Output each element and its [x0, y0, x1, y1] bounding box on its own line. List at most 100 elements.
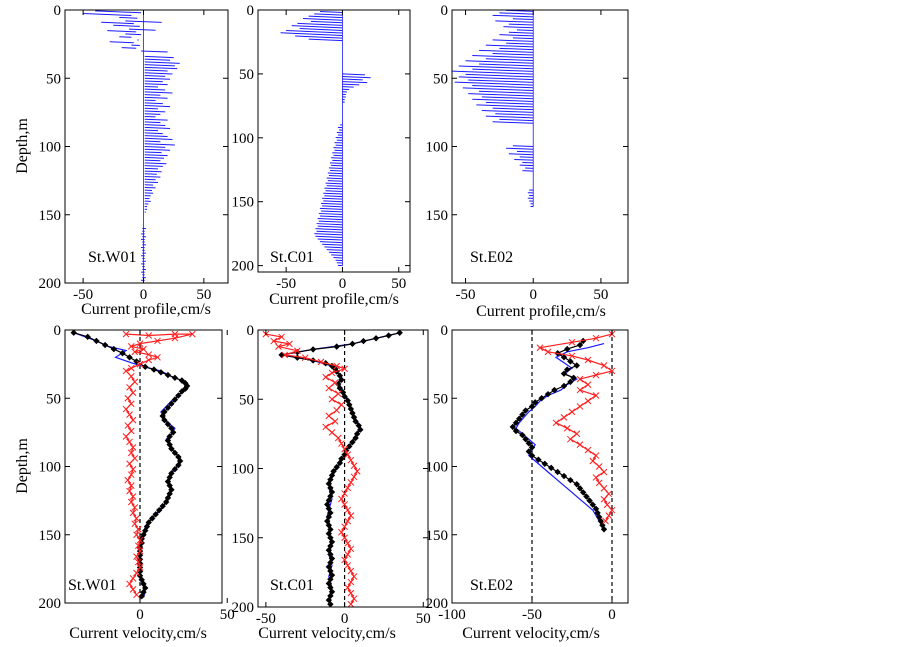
data-point [338, 401, 345, 409]
profile-vector [144, 135, 168, 138]
data-point [136, 360, 144, 368]
data-point [129, 575, 137, 582]
data-point [129, 416, 137, 424]
profile-vector [492, 107, 534, 111]
data-point [286, 340, 293, 348]
profile-vector [508, 23, 534, 26]
data-point [93, 337, 100, 345]
data-point [129, 493, 137, 500]
data-point [309, 346, 317, 353]
profile-vector [325, 190, 343, 192]
data-point [576, 375, 584, 383]
profile-vector [331, 157, 343, 159]
profile-vector [144, 140, 161, 143]
profile-vector [342, 86, 354, 88]
x-tick-label: -100 [438, 607, 466, 623]
data-point [592, 392, 600, 399]
panel-bottom-middle: -50 0 50 0 50 100 150 200 St.C01 Current velocity… [232, 323, 431, 642]
profile-vector [317, 238, 343, 241]
panel-bottom-right: -100 -50 0 0 50 100 150 200 St.E02 Current veloci… [426, 323, 629, 642]
data-point [281, 351, 289, 359]
data-point [600, 495, 608, 503]
profile-vector [325, 182, 343, 185]
profile-vector [144, 137, 173, 140]
data-point [512, 419, 520, 427]
data-point [344, 584, 352, 591]
profile-vector [472, 98, 534, 102]
data-point [333, 463, 340, 471]
data-point [127, 449, 135, 457]
data-point [576, 341, 584, 349]
profile-vector [144, 121, 161, 124]
data-point [124, 422, 132, 429]
data-point [592, 371, 600, 379]
data-point [522, 436, 529, 443]
profile-vector [452, 70, 534, 75]
data-point [327, 592, 334, 600]
data-point [573, 481, 580, 488]
profile-vector [314, 13, 343, 16]
data-point [145, 332, 153, 339]
profile-vector [144, 69, 168, 72]
profile-vector [308, 15, 343, 19]
data-point [564, 345, 571, 353]
profile-vector [485, 44, 534, 48]
axes-frame [257, 9, 411, 273]
y-tick-label: 50 [433, 71, 448, 87]
data-point [138, 576, 145, 583]
data-point [161, 416, 168, 424]
x-tick-label: 0 [529, 287, 537, 303]
data-point [154, 353, 161, 361]
data-point [528, 452, 536, 459]
profile-vector [318, 220, 343, 223]
data-point [525, 448, 532, 455]
data-point [338, 528, 345, 536]
data-point [567, 358, 574, 365]
x-tick-label: -50 [456, 287, 476, 303]
profile-vector [144, 80, 163, 83]
x-tick-label: -50 [73, 287, 93, 303]
data-point [136, 536, 144, 544]
profile-vector [468, 79, 534, 83]
y-tick-label: 0 [54, 3, 62, 19]
y-tick-label: 200 [39, 276, 62, 292]
profile-vector [342, 81, 368, 84]
data-point [157, 369, 165, 376]
profile-vector [144, 64, 175, 67]
data-point [338, 376, 345, 384]
plot-area [280, 11, 371, 267]
data-point [560, 414, 568, 421]
data-point [341, 534, 348, 542]
data-point [175, 461, 182, 469]
axes-frame [64, 329, 223, 604]
data-point [327, 542, 334, 550]
plot-area [509, 330, 616, 603]
data-point [334, 434, 342, 442]
data-point [122, 367, 130, 375]
profile-vector [319, 215, 343, 218]
data-point [127, 482, 135, 489]
x-tick-label: 0 [339, 276, 347, 292]
profile-vector [512, 37, 534, 40]
data-point [145, 356, 153, 364]
profile-vector [144, 170, 162, 173]
profile-vector [315, 228, 343, 231]
data-point [133, 591, 140, 599]
data-point [573, 362, 580, 369]
data-point [560, 370, 568, 377]
profile-vector [479, 90, 534, 94]
profile-vector [286, 30, 343, 34]
profile-vector [492, 53, 534, 56]
data-point [541, 460, 548, 467]
data-point [101, 341, 109, 349]
profile-vector [468, 93, 534, 97]
profile-vector [144, 143, 175, 146]
profile-vector [492, 39, 534, 42]
profile-vector [144, 118, 168, 121]
profile-vector [144, 132, 163, 135]
data-point [347, 478, 355, 486]
data-point [327, 509, 334, 517]
profile-vector [316, 223, 343, 226]
data-point [570, 374, 577, 381]
profile-vector [308, 38, 343, 42]
